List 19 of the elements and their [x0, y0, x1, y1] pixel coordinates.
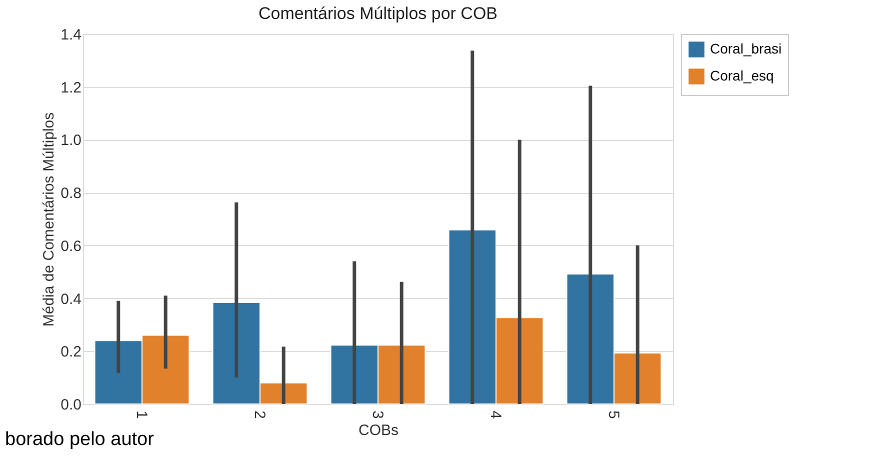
x-tick-label: 3 — [369, 410, 386, 419]
legend-label: Coral_esq — [710, 68, 774, 84]
y-tick-label: 1.4 — [60, 26, 82, 44]
x-axis-title: COBs — [358, 422, 399, 439]
y-tick-label: 0.4 — [60, 290, 82, 308]
y-tick-label: 1.2 — [60, 79, 82, 96]
x-tick-label: 4 — [487, 410, 504, 419]
text: borado pelo autor — [5, 429, 155, 450]
y-tick-label: 0.6 — [60, 238, 82, 255]
x-tick-label: 2 — [251, 410, 268, 419]
x-tick-label: 1 — [133, 410, 150, 419]
legend-label: Coral_brasi — [710, 40, 782, 56]
y-tick-label: 0.0 — [60, 396, 82, 414]
x-tick-label: 5 — [605, 410, 622, 419]
y-axis-title: Média de Comentários Múltiplos — [40, 112, 58, 327]
chart-title: Comentários Múltiplos por COB — [258, 4, 498, 23]
y-tick-label: 0.2 — [60, 344, 82, 361]
y-tick-label: 0.8 — [60, 185, 82, 202]
y-tick-label: 1.0 — [60, 132, 82, 150]
